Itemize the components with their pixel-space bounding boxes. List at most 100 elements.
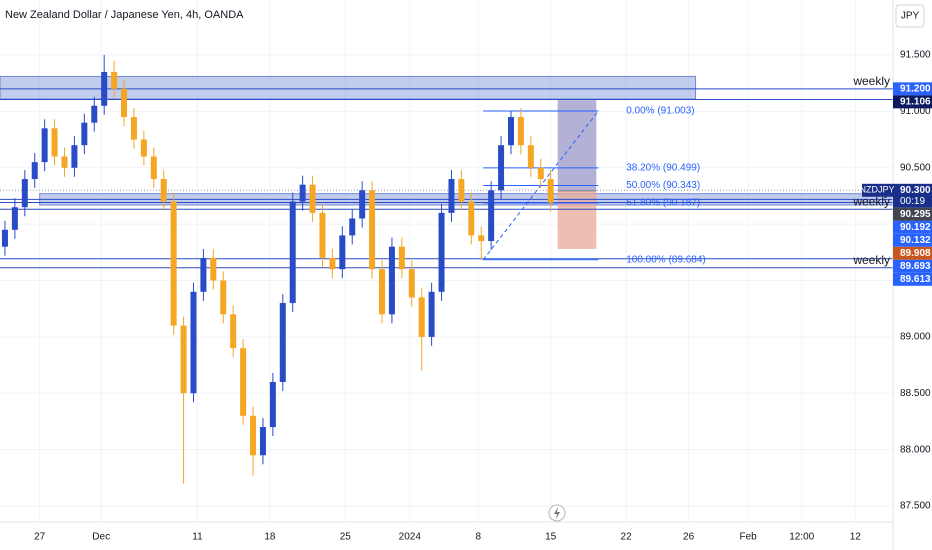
x-tick-label: 12:00 — [789, 532, 814, 543]
candle-body — [369, 190, 376, 270]
candle-body — [61, 156, 68, 168]
y-tick-label: 91.000 — [900, 106, 931, 117]
candle-body — [339, 235, 346, 270]
candle-body — [170, 201, 177, 326]
candle-body — [329, 257, 336, 270]
candle-body — [448, 179, 455, 213]
candle-body — [547, 179, 554, 203]
candle-body — [428, 291, 435, 337]
candle-body — [507, 117, 514, 146]
candle-body — [319, 212, 326, 258]
position-target — [557, 100, 597, 191]
candle-body — [438, 212, 445, 292]
chart-title: New Zealand Dollar / Japanese Yen, 4h, O… — [5, 9, 244, 21]
symbol-tag — [862, 183, 893, 197]
y-tick-label: 87.500 — [900, 501, 931, 512]
fib-label: 38.20% (90.499) — [626, 163, 700, 174]
fib-label: 61.80% (90.187) — [626, 198, 700, 209]
candle-body — [240, 348, 247, 416]
y-tick-label: 90.500 — [900, 162, 931, 173]
candle-body — [1, 229, 8, 247]
candle-body — [101, 71, 108, 106]
candle-body — [289, 201, 296, 304]
price-tag — [893, 220, 932, 234]
price-tag-label: 91.106 — [900, 96, 931, 107]
price-tag-label: 89.613 — [900, 274, 931, 285]
price-tag-label: 90.300 — [900, 185, 931, 196]
candle-body — [230, 314, 237, 349]
candle-body — [41, 128, 48, 163]
candle-body — [478, 235, 485, 242]
candle-body — [398, 246, 405, 270]
x-tick-label: 18 — [264, 532, 276, 543]
x-tick-label: 8 — [475, 532, 481, 543]
candle-body — [517, 117, 524, 146]
price-tag-label: 90.192 — [900, 222, 931, 233]
price-tag-label: 89.693 — [900, 261, 931, 272]
x-tick-label: 26 — [683, 532, 695, 543]
candle-body — [408, 269, 415, 298]
candle-body — [111, 71, 118, 89]
level-label: weekly — [852, 253, 890, 267]
candle-body — [349, 218, 356, 236]
symbol-tag-label: NZDJPY — [859, 185, 894, 195]
fib-label: 100.00% (89.684) — [626, 254, 706, 265]
level-label: weekly — [852, 194, 890, 208]
x-tick-label: 2024 — [399, 532, 422, 543]
candle-body — [259, 427, 266, 456]
x-tick-label: 22 — [621, 532, 633, 543]
y-tick-label: 91.500 — [900, 50, 931, 61]
x-tick-label: 11 — [192, 532, 203, 543]
price-tag — [893, 183, 932, 208]
candle-body — [537, 167, 544, 180]
x-tick-label: Feb — [740, 532, 758, 543]
y-tick-label: 89.000 — [900, 332, 931, 343]
candle-body — [299, 184, 306, 202]
candle-body — [269, 381, 276, 428]
candle-body — [140, 139, 147, 157]
price-tag-label: 89.908 — [900, 248, 931, 259]
price-tag — [893, 233, 932, 247]
candle-body — [527, 145, 534, 168]
fib-label: 0.00% (91.003) — [626, 106, 694, 117]
price-tag — [893, 259, 932, 273]
candle-body — [250, 415, 257, 456]
candle-body — [81, 122, 88, 146]
price-tag — [893, 272, 932, 286]
candle-body — [498, 145, 505, 191]
price-tag — [893, 246, 932, 260]
position-stop — [557, 190, 597, 249]
candle-body — [130, 117, 137, 140]
replay-icon-glyph — [554, 507, 560, 519]
currency: JPY — [901, 11, 920, 22]
price-tag-label: 90.132 — [900, 235, 931, 246]
level-label: weekly — [852, 74, 890, 88]
fib-label: 50.00% (90.343) — [626, 180, 700, 191]
x-tick-label: 25 — [340, 532, 352, 543]
plot: weeklydailyweeklyweekly0.00% (91.003)38.… — [0, 0, 894, 522]
candle-body — [279, 303, 286, 382]
candle-body — [190, 291, 197, 394]
candle-body — [71, 145, 78, 168]
candle-body — [11, 207, 18, 230]
currency-button[interactable] — [895, 4, 925, 28]
candle-body — [200, 257, 207, 292]
candle-body — [359, 190, 366, 219]
price-tag-label: 90.295 — [900, 209, 931, 220]
candle-body — [220, 280, 227, 315]
candle-body — [468, 201, 475, 236]
candle-body — [51, 128, 58, 157]
candle-body — [180, 325, 187, 394]
candle-body — [418, 297, 425, 337]
price-tag — [893, 207, 932, 221]
price-tag-label: 91.200 — [900, 83, 931, 94]
candle-body — [210, 257, 217, 281]
candle-body — [379, 269, 386, 315]
y-tick-label: 88.000 — [900, 444, 931, 455]
candle-body — [488, 190, 495, 242]
x-tick-label: Dec — [92, 532, 110, 543]
candle-body — [91, 105, 98, 123]
price-tag-countdown: 00:19 — [900, 196, 925, 207]
candle-body — [21, 179, 28, 208]
